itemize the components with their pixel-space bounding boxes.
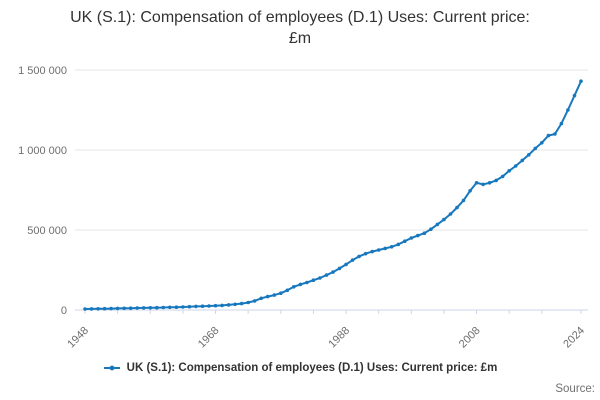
- chart-title: UK (S.1): Compensation of employees (D.1…: [70, 9, 530, 48]
- line-chart-plot-area: 0 500 000 1 000 000 1 500 000 1948 1968 1988 20…: [18, 65, 588, 351]
- svg-text:1968: 1968: [196, 325, 222, 351]
- legend-line-dot-icon: [103, 362, 121, 374]
- svg-text:1948: 1948: [65, 325, 91, 351]
- svg-text:2024: 2024: [561, 325, 587, 351]
- svg-text:1988: 1988: [326, 325, 352, 351]
- legend-label: UK (S.1): Compensation of employees (D.1…: [126, 362, 498, 374]
- svg-text:1 500 000: 1 500 000: [18, 65, 67, 77]
- svg-text:2008: 2008: [457, 325, 483, 351]
- svg-text:0: 0: [61, 305, 67, 317]
- svg-text:500 000: 500 000: [27, 225, 67, 237]
- svg-text:1 000 000: 1 000 000: [18, 145, 67, 157]
- source-label: Source:: [555, 383, 595, 395]
- legend-item[interactable]: UK (S.1): Compensation of employees (D.1…: [0, 362, 600, 374]
